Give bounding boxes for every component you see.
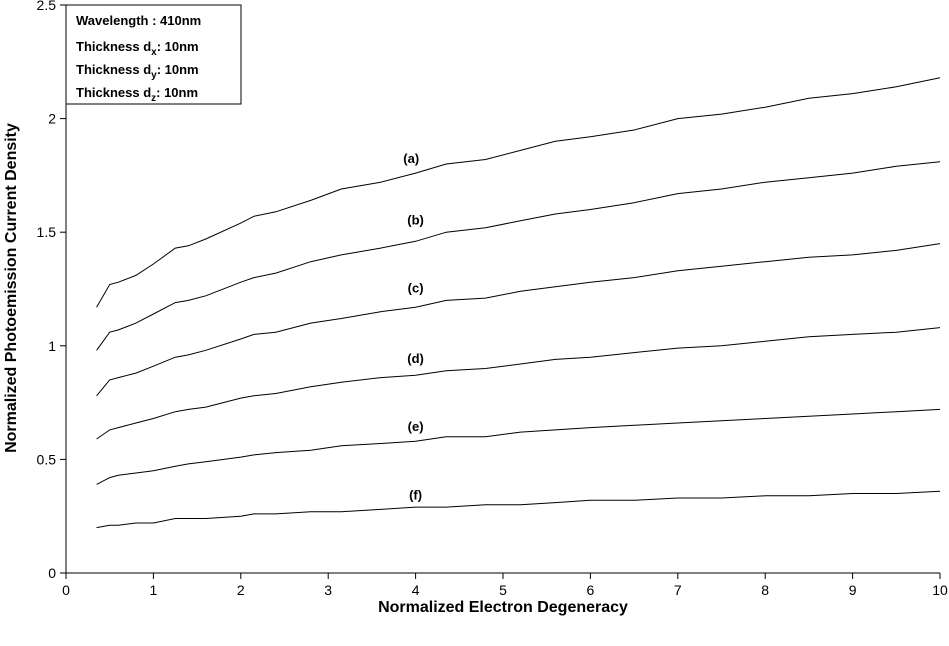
x-tick-label: 1 (150, 582, 158, 598)
x-tick-label: 7 (674, 582, 682, 598)
y-tick-label: 2.5 (37, 0, 57, 13)
x-ticks: 0 1 2 3 4 5 6 7 8 9 10 (62, 573, 948, 598)
legend-frame (65, 4, 242, 105)
series-label-f: (f) (409, 487, 422, 502)
x-tick-label: 5 (499, 582, 507, 598)
series-label-c: (c) (408, 281, 424, 296)
legend-thickness-y: Thickness dy: 10nm (76, 62, 199, 81)
series-lines (96, 77, 941, 529)
series-line-c (96, 243, 941, 397)
series-label-e: (e) (408, 419, 424, 434)
y-tick-label: 0.5 (37, 451, 57, 467)
legend-wavelength: Wavelength : 410nm (76, 13, 201, 28)
legend-box: Wavelength : 410nm Thickness dx: 10nm Th… (65, 4, 242, 105)
y-tick-label: 1 (48, 338, 56, 354)
x-tick-label: 8 (761, 582, 769, 598)
y-axis-title: Normalized Photoemission Current Density (3, 123, 20, 453)
x-tick-label: 10 (932, 582, 948, 598)
x-tick-label: 4 (412, 582, 420, 598)
x-tick-label: 6 (587, 582, 595, 598)
x-tick-label: 0 (62, 582, 70, 598)
x-tick-label: 3 (324, 582, 332, 598)
y-tick-label: 2 (48, 111, 56, 127)
series-line-d (96, 327, 941, 440)
x-tick-label: 2 (237, 582, 245, 598)
y-tick-label: 1.5 (37, 224, 57, 240)
y-tick-label: 0 (48, 565, 56, 581)
legend-thickness-z: Thickness dz: 10nm (76, 85, 198, 104)
series-label-d: (d) (407, 351, 424, 366)
x-axis-title: Normalized Electron Degeneracy (378, 599, 628, 616)
series-line-e (96, 408, 941, 485)
series-line-b (96, 161, 941, 351)
legend-thickness-x: Thickness dx: 10nm (76, 39, 199, 58)
series-label-b: (b) (407, 212, 424, 227)
y-ticks: 0 0.5 1 1.5 2 2.5 (37, 0, 66, 581)
series-labels: (a) (b) (c) (d) (e) (f) (403, 151, 424, 502)
series-line-f (96, 490, 941, 529)
series-line-a (96, 77, 941, 308)
x-tick-label: 9 (849, 582, 857, 598)
series-label-a: (a) (403, 151, 419, 166)
